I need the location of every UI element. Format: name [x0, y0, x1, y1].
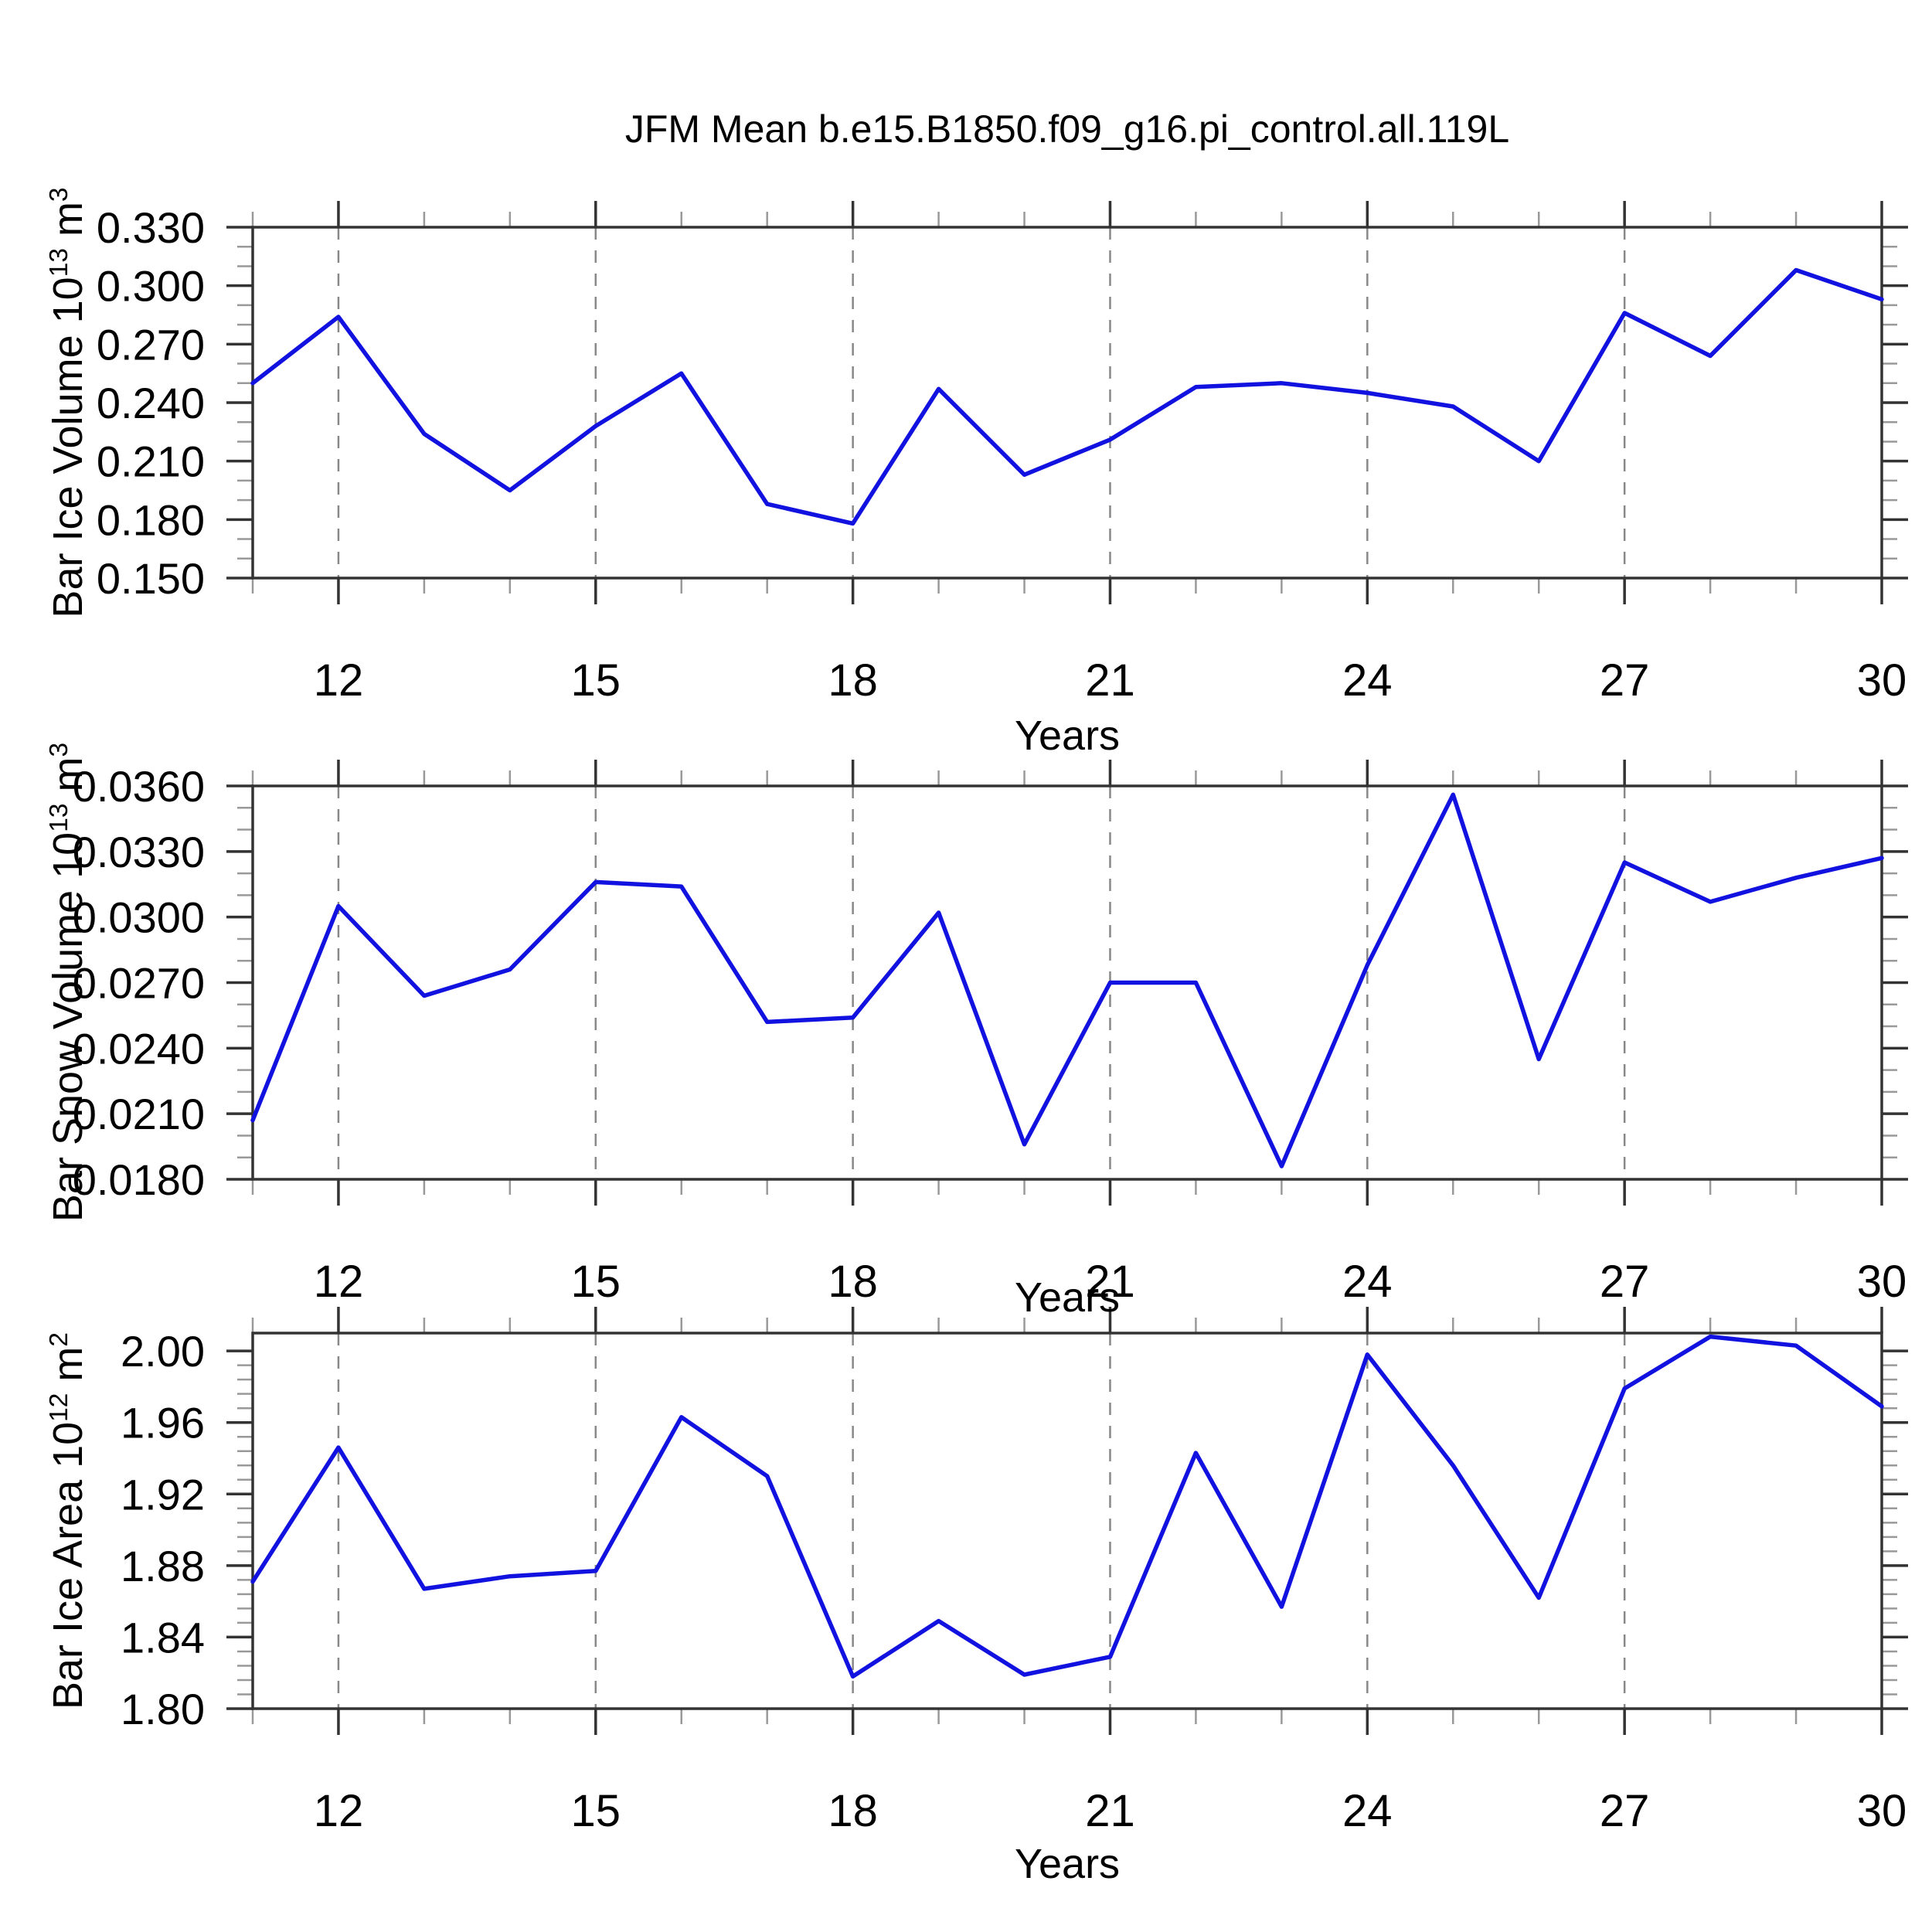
y-tick-label: 0.0330: [73, 828, 205, 876]
plot-box-bar-snow-volume: [251, 784, 1883, 1181]
plot-box-bar-ice-area: [251, 1332, 1883, 1710]
y-tick-label: 0.150: [97, 554, 205, 603]
x-tick-label: 18: [828, 1257, 878, 1307]
y-tick-label: 0.0270: [73, 959, 205, 1008]
exponent: 13: [45, 803, 73, 832]
x-tick-label: 21: [1085, 1786, 1135, 1836]
x-tick-label: 12: [314, 1257, 364, 1307]
x-tick-label: 18: [828, 655, 878, 706]
y-axis-title-text: Bar Ice Area 10: [45, 1421, 91, 1710]
x-tick-label: 24: [1342, 1257, 1393, 1307]
figure-title: JFM Mean b.e15.B1850.f09_g16.pi_control.…: [624, 107, 1510, 151]
y-tick-label: 0.210: [97, 437, 205, 486]
y-axis-title-snow-volume: Bar Snow Volume 1013 m3: [44, 743, 92, 1222]
plot-box-bar-ice-volume: [251, 226, 1883, 580]
x-tick-label: 24: [1342, 1786, 1393, 1836]
exponent: 12: [45, 1393, 73, 1422]
y-tick-label: 2.00: [121, 1327, 205, 1376]
y-tick-label: 1.84: [121, 1613, 205, 1662]
y-tick-label: 0.0210: [73, 1090, 205, 1138]
y-tick-label: 0.0180: [73, 1155, 205, 1204]
bar-ice-volume-line: [250, 267, 1884, 526]
x-tick-label: 21: [1085, 655, 1135, 706]
y-tick-label: 0.240: [97, 379, 205, 427]
y-tick-label: 0.300: [97, 262, 205, 311]
x-tick-label: 30: [1857, 1786, 1907, 1836]
x-tick-label: 12: [314, 655, 364, 706]
y-tick-label: 0.0300: [73, 893, 205, 942]
unit: m: [45, 757, 91, 804]
x-axis-title-chart3: Years: [1014, 1841, 1121, 1887]
y-tick-label: 1.96: [121, 1399, 205, 1447]
y-axis-title-text: Bar Snow Volume 10: [45, 832, 91, 1223]
y-axis-title-ice-volume: Bar Ice Volume 1013 m3: [44, 187, 92, 617]
x-tick-label: 15: [571, 1257, 621, 1307]
x-tick-label: 27: [1600, 1257, 1650, 1307]
x-tick-label: 18: [828, 1786, 878, 1836]
bar-ice-area-line: [250, 1334, 1884, 1679]
x-tick-label: 15: [571, 1786, 621, 1836]
x-tick-label: 24: [1342, 655, 1393, 706]
y-tick-label: 0.0240: [73, 1024, 205, 1073]
bar-snow-volume-line: [250, 792, 1884, 1168]
y-tick-label: 0.330: [97, 203, 205, 252]
unit-exponent: 2: [45, 1332, 73, 1347]
exponent: 13: [45, 248, 73, 277]
x-tick-label: 15: [571, 655, 621, 706]
x-tick-label: 21: [1085, 1257, 1135, 1307]
y-tick-label: 0.270: [97, 320, 205, 369]
x-tick-label: 27: [1600, 655, 1650, 706]
y-tick-label: 1.92: [121, 1470, 205, 1519]
x-tick-label: 30: [1857, 655, 1907, 706]
unit: m: [45, 1346, 91, 1393]
y-axis-title-text: Bar Ice Volume 10: [45, 277, 91, 618]
x-tick-label: 30: [1857, 1257, 1907, 1307]
y-axis-title-ice-area: Bar Ice Area 1012 m2: [44, 1332, 92, 1709]
unit-exponent: 3: [45, 742, 73, 757]
y-tick-label: 1.80: [121, 1685, 205, 1733]
y-tick-label: 0.180: [97, 495, 205, 544]
x-axis-title-chart1: Years: [1014, 713, 1121, 759]
x-tick-label: 12: [314, 1786, 364, 1836]
unit: m: [45, 202, 91, 249]
y-tick-label: 1.88: [121, 1542, 205, 1590]
y-tick-label: 0.0360: [73, 762, 205, 811]
x-tick-label: 27: [1600, 1786, 1650, 1836]
unit-exponent: 3: [45, 187, 73, 202]
x-axis-title-chart2: Years: [1014, 1274, 1121, 1321]
